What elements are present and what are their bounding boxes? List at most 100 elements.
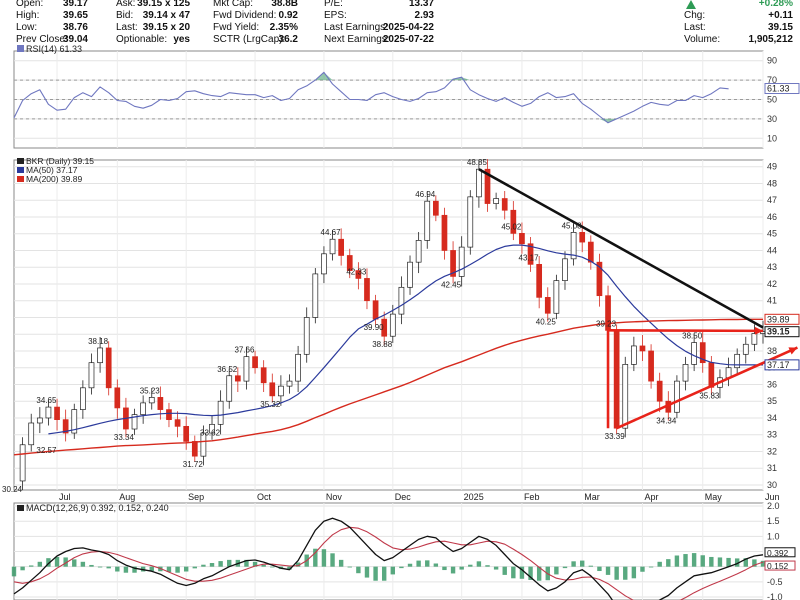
macd-histogram-bar <box>244 559 249 567</box>
price-legend-item: MA(50) 37.17 <box>26 165 78 175</box>
price-candle-body <box>519 233 525 245</box>
price-tick-label: 36 <box>767 379 777 389</box>
macd-histogram-bar <box>183 566 189 572</box>
price-candle-body <box>226 375 233 402</box>
quote-value: 0.92 <box>278 10 298 21</box>
price-candle-body <box>71 409 78 434</box>
price-candle-body <box>166 409 172 420</box>
price-annotation: 33.62 <box>200 428 221 437</box>
ma50-line <box>48 244 763 435</box>
price-annotation: 39.23 <box>596 319 617 328</box>
macd-histogram-bar <box>106 566 111 569</box>
price-annotation: 40.25 <box>536 317 557 326</box>
price-candle-body <box>252 356 258 369</box>
price-candle-body <box>217 400 224 425</box>
price-value-flag <box>764 313 800 325</box>
macd-histogram-bar <box>493 566 499 570</box>
macd-histogram-bar <box>468 564 473 567</box>
macd-histogram-bar <box>166 566 172 572</box>
price-candle-body <box>407 261 413 288</box>
macd-histogram-bar <box>381 566 387 581</box>
macd-histogram-bar <box>485 565 490 567</box>
macd-histogram-bar <box>46 558 51 567</box>
price-candle-body <box>450 250 456 277</box>
price-candle-body <box>381 318 388 337</box>
price-value-flag <box>764 326 800 338</box>
price-annotation: 42.33 <box>346 267 367 276</box>
x-tick-label: Apr <box>644 492 658 502</box>
price-annotation: 38.18 <box>88 337 109 346</box>
quote-label: Fwd Dividend: <box>213 10 277 21</box>
price-candle-body <box>286 380 293 387</box>
quote-label: Last: <box>684 22 706 33</box>
price-candle-body <box>295 353 301 382</box>
price-value-label: 37.17 <box>767 360 790 370</box>
quote-value: +0.11 <box>768 10 793 21</box>
macd-histogram-bar <box>459 566 464 570</box>
price-value-label: 39.15 <box>767 327 790 337</box>
macd-tick-label: -1.0 <box>767 592 783 600</box>
quote-label: Next Earnings: <box>324 34 390 45</box>
macd-histogram-bar <box>20 566 25 571</box>
price-candle-body <box>691 342 697 365</box>
price-candle-body <box>631 345 637 365</box>
macd-histogram-bar <box>760 560 766 567</box>
macd-histogram-bar <box>201 564 206 567</box>
macd-histogram-bar <box>536 566 542 581</box>
quote-value: 39.65 <box>62 10 88 21</box>
price-candle-body <box>433 200 439 216</box>
macd-histogram-bar <box>29 565 34 567</box>
price-candle-body <box>398 286 405 315</box>
price-candle-body <box>510 209 517 234</box>
price-candle-body <box>699 342 706 364</box>
x-tick-label: Mar <box>584 492 600 502</box>
macd-histogram-bar <box>425 560 430 567</box>
macd-line <box>13 517 764 600</box>
quote-label: High: <box>16 10 40 21</box>
price-annotation: 42.45 <box>441 280 462 289</box>
macd-histogram-bar <box>227 559 232 567</box>
price-candle-body <box>648 350 654 382</box>
macd-histogram-bar <box>97 566 103 568</box>
price-annotation: 37.66 <box>234 346 255 355</box>
price-tick-label: 45 <box>767 229 777 239</box>
price-annotation: 43.17 <box>519 253 540 262</box>
quote-value: 36.2 <box>278 34 298 45</box>
macd-histogram-bar <box>330 553 335 567</box>
macd-histogram-bar <box>571 561 576 567</box>
rsi-legend: RSI(14) 61.33 <box>26 44 82 54</box>
quote-label: Last Earnings: <box>324 22 388 33</box>
macd-histogram-bar <box>37 561 43 567</box>
price-annotation: 38.50 <box>682 332 703 341</box>
macd-histogram-bar <box>476 561 482 567</box>
macd-histogram-bar <box>270 566 275 568</box>
rsi-tick-label: 10 <box>767 133 777 143</box>
price-candle-body <box>355 270 362 279</box>
macd-histogram-bar <box>588 565 594 567</box>
quote-label: Open: <box>16 0 44 9</box>
price-panel: 3031323334353637383940414243444546474849… <box>2 156 800 502</box>
price-candle-body <box>329 238 336 255</box>
quote-value: +0.28% <box>758 0 793 9</box>
macd-histogram-bar <box>726 557 731 567</box>
price-value-label: 39.89 <box>767 314 790 324</box>
macd-histogram-bar <box>717 557 723 567</box>
price-annotation: 39.90 <box>364 323 385 332</box>
rsi-extreme-fill <box>444 79 454 81</box>
quote-label: SCTR (LrgCap): <box>213 34 286 45</box>
price-candle-body <box>389 313 396 337</box>
macd-histogram-bar <box>132 566 137 573</box>
x-tick-label: Nov <box>326 492 343 502</box>
macd-histogram-bar <box>674 555 680 567</box>
macd-histogram-bar <box>605 566 611 575</box>
price-candle-body <box>415 240 422 263</box>
price-tick-label: 46 <box>767 212 777 222</box>
price-candle-body <box>234 375 241 382</box>
price-candle-body <box>200 432 207 457</box>
price-annotation: 45.08 <box>562 221 583 230</box>
macd-histogram-bar <box>433 563 439 567</box>
price-candle-body <box>97 347 103 364</box>
macd-histogram-bar <box>640 566 645 572</box>
